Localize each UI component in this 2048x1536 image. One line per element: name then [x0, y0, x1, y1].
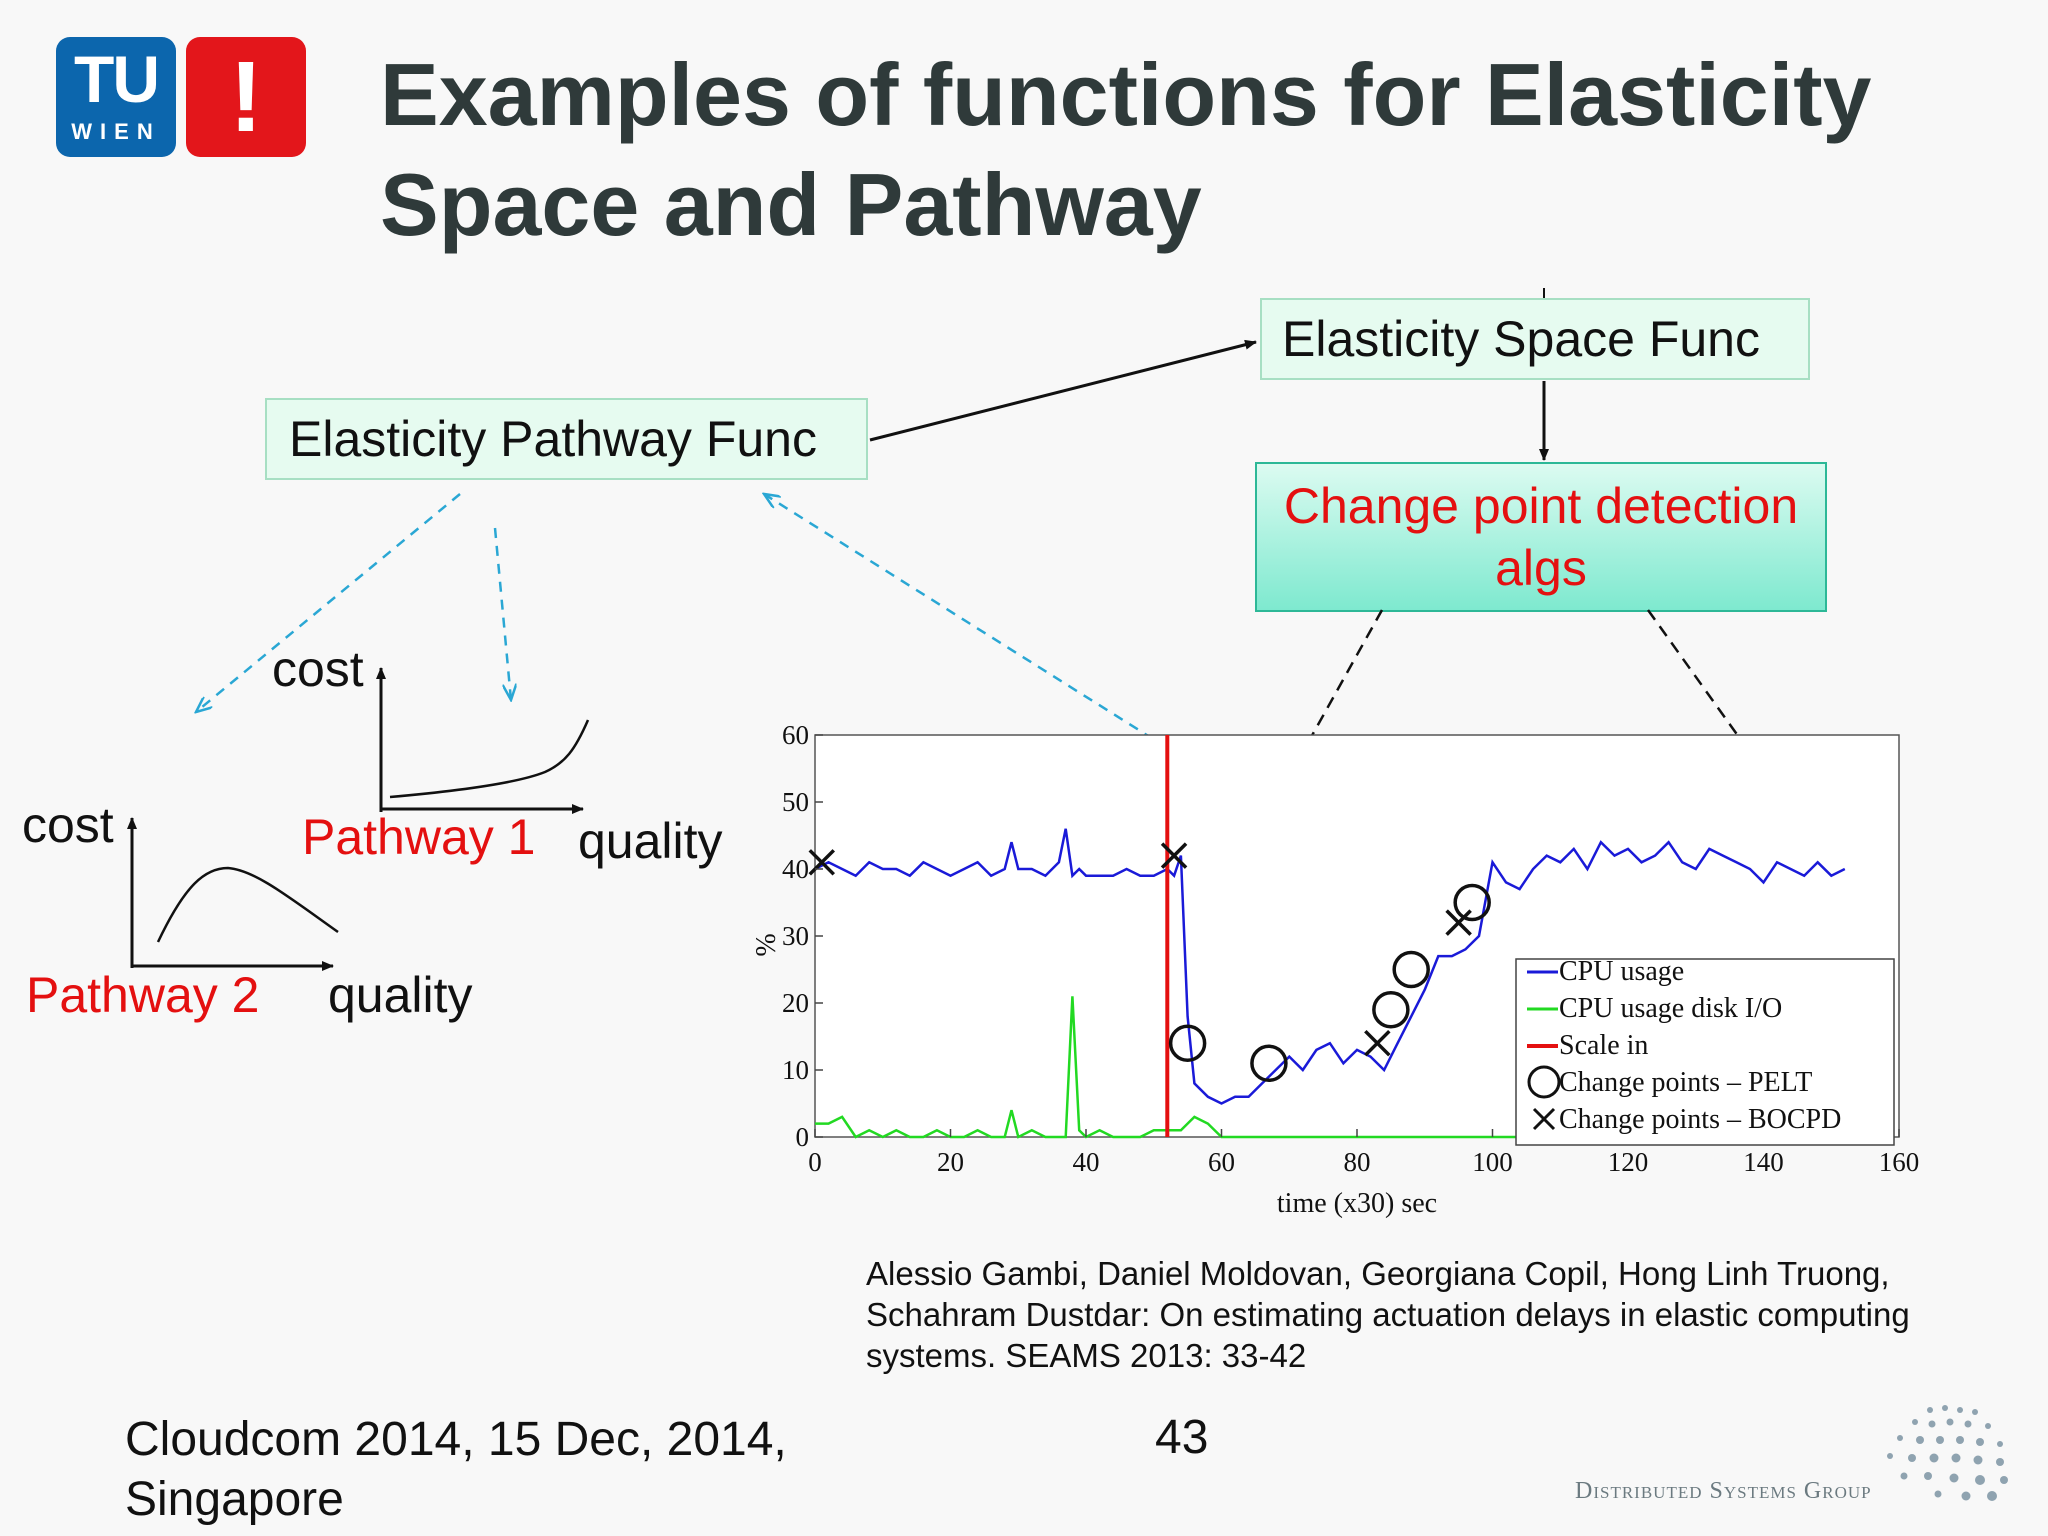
slide-title: Examples of functions for Elasticity Spa… [380, 45, 1872, 254]
pathway2-name: Pathway 2 [26, 967, 260, 1023]
exclamation-logo: ! [186, 37, 306, 157]
page-number: 43 [1155, 1411, 1209, 1464]
legend-label: CPU usage [1559, 956, 1684, 987]
pelt-change-point [1168, 1024, 1207, 1062]
pathway2-curve [156, 866, 339, 943]
pathway2-xlabel: quality [328, 967, 473, 1023]
bocpd-change-point [808, 849, 836, 876]
y-tick-label: 0 [796, 1122, 810, 1152]
elasticity-pathway-func-box: Elasticity Pathway Func [265, 398, 868, 480]
y-tick-label: 50 [782, 787, 809, 817]
legend-label: Change points – PELT [1559, 1067, 1812, 1098]
y-tick-label: 40 [782, 854, 809, 884]
elasticity-space-func-box: Elasticity Space Func [1260, 298, 1810, 380]
x-tick-label: 40 [1073, 1147, 1100, 1177]
x-tick-label: 80 [1344, 1147, 1371, 1177]
pathway1-curve [389, 719, 590, 799]
bocpd-change-point [1445, 909, 1472, 936]
citation: Alessio Gambi, Daniel Moldovan, Georgian… [866, 1255, 1910, 1374]
series-line-cpu-usage [814, 828, 1846, 1105]
pelt-change-point [1453, 883, 1491, 922]
chart-ylabel: % [751, 933, 782, 956]
legend-swatch [1532, 1107, 1556, 1131]
pelt-change-point [1250, 1044, 1288, 1083]
y-tick-label: 30 [782, 921, 809, 951]
arrow-pathway-to-space [869, 339, 1257, 442]
arrow-pathway-to-plot1 [493, 527, 511, 700]
legend-label: CPU usage disk I/O [1559, 993, 1782, 1024]
tu-logo-text: TU [74, 42, 160, 116]
x-tick-label: 140 [1743, 1147, 1784, 1177]
y-tick-label: 10 [782, 1055, 809, 1085]
x-tick-label: 120 [1608, 1147, 1649, 1177]
footer-conference: Cloudcom 2014, 15 Dec, 2014, Singapore [125, 1413, 787, 1526]
legend-swatch [1527, 1065, 1561, 1099]
chart-legend: CPU usage CPU usage disk I/O Scale in Chang… [1515, 956, 1895, 1146]
chart-xlabel: time (x30) sec [1277, 1188, 1437, 1219]
pathway1-xlabel: quality [578, 813, 723, 869]
x-tick-label: 0 [808, 1147, 822, 1177]
tu-wien-logo: TU WIEN [56, 37, 176, 157]
change-point-detection-box: Change point detection algs [1255, 462, 1827, 612]
pelt-change-point [1372, 990, 1410, 1029]
pathway1-plot [376, 667, 590, 814]
legend-label: Change points – BOCPD [1559, 1104, 1841, 1135]
pathway1-ylabel: cost [272, 641, 364, 697]
x-tick-label: 60 [1208, 1147, 1235, 1177]
x-tick-label: 20 [937, 1147, 964, 1177]
dsg-logo-dots [1887, 1405, 2008, 1501]
arrow-pathway-to-plot2 [196, 493, 461, 712]
pathway2-plot [127, 817, 339, 971]
x-tick-label: 160 [1879, 1147, 1920, 1177]
bocpd-change-point [1160, 842, 1188, 869]
cpu-usage-chart: 0 20 40 60 80 100 120 140 160 0 10 20 30 40 50 60 time … [751, 720, 1920, 1219]
pathway2-ylabel: cost [22, 797, 114, 853]
bocpd-change-point [1364, 1029, 1391, 1057]
pelt-change-point [1392, 950, 1430, 989]
y-tick-label: 60 [782, 720, 809, 750]
legend-label: Scale in [1559, 1030, 1648, 1061]
pathway1-name: Pathway 1 [302, 809, 536, 865]
x-tick-label: 100 [1472, 1147, 1513, 1177]
legend-box [1515, 958, 1895, 1146]
dsg-group-name: Distributed Systems Group [1575, 1478, 1872, 1504]
wien-logo-text: WIEN [71, 119, 161, 144]
y-tick-label: 20 [782, 988, 809, 1018]
